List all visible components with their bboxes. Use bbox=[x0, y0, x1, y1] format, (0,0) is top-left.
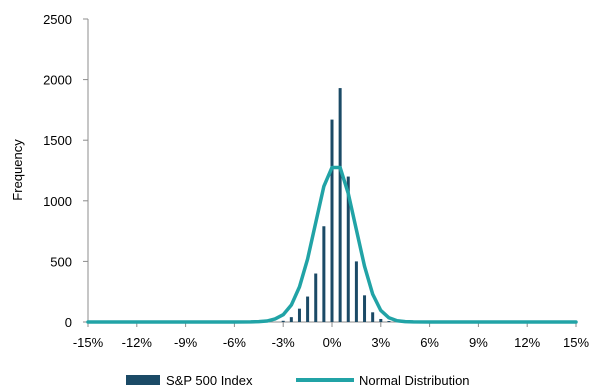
x-tick-label: 12% bbox=[514, 335, 540, 350]
x-tick-label: 6% bbox=[420, 335, 439, 350]
histogram-bar bbox=[281, 320, 285, 322]
histogram-bar bbox=[379, 318, 383, 322]
x-tick-label: 3% bbox=[371, 335, 390, 350]
histogram-bar bbox=[363, 295, 367, 322]
x-tick-label: -6% bbox=[223, 335, 247, 350]
y-axis-title: Frequency bbox=[10, 139, 25, 201]
histogram-bar bbox=[354, 261, 358, 322]
histogram-bar bbox=[297, 308, 301, 322]
legend: S&P 500 Index Normal Distribution bbox=[126, 373, 470, 388]
y-tick-label: 500 bbox=[50, 254, 72, 269]
x-tick-label: -9% bbox=[174, 335, 198, 350]
histogram-bar bbox=[322, 226, 326, 322]
histogram-bar bbox=[346, 176, 350, 322]
histogram-bar bbox=[371, 312, 375, 322]
normal-distribution-curve bbox=[86, 165, 578, 324]
legend-label-sp500: S&P 500 Index bbox=[166, 373, 253, 388]
y-tick-label: 0 bbox=[65, 315, 72, 330]
y-tick-label: 2000 bbox=[43, 73, 72, 88]
histogram-bar bbox=[314, 273, 318, 322]
x-axis: -15% -12% -9% -6% -3% 0% 3% 6% 9% 12% 15% bbox=[73, 321, 589, 350]
histogram-bar bbox=[330, 119, 334, 322]
y-tick-label: 1000 bbox=[43, 194, 72, 209]
legend-label-normal: Normal Distribution bbox=[359, 373, 470, 388]
x-tick-label: 15% bbox=[563, 335, 589, 350]
bar-series bbox=[281, 88, 391, 322]
x-tick-label: -12% bbox=[122, 335, 153, 350]
legend-swatch-sp500 bbox=[126, 375, 160, 385]
y-tick-label: 2500 bbox=[43, 12, 72, 27]
histogram-bar bbox=[306, 296, 310, 322]
line-series bbox=[86, 165, 578, 324]
histogram-bar bbox=[387, 321, 391, 322]
histogram-bar bbox=[338, 88, 342, 322]
histogram-bar bbox=[289, 317, 293, 322]
x-tick-label: 0% bbox=[323, 335, 342, 350]
x-tick-label: -3% bbox=[272, 335, 296, 350]
y-axis: 0 500 1000 1500 2000 2500 bbox=[43, 12, 89, 330]
x-tick-label: -15% bbox=[73, 335, 104, 350]
x-tick-label: 9% bbox=[469, 335, 488, 350]
y-tick-label: 1500 bbox=[43, 133, 72, 148]
